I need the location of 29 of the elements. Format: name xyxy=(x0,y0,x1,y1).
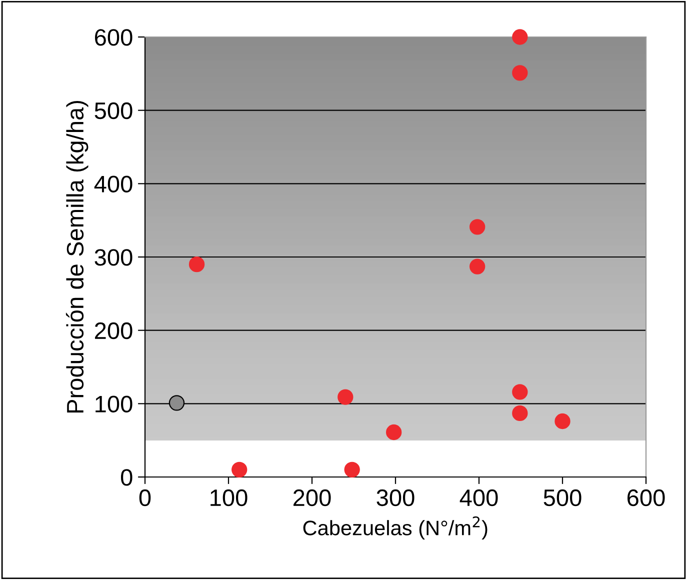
x-tick-label: 600 xyxy=(628,489,665,506)
x-tick-label: 400 xyxy=(460,489,498,506)
x-axis-title: Cabezuelas (N°/m$^{2}$) xyxy=(303,516,488,540)
x-tick-label: 500 xyxy=(544,489,582,506)
point xyxy=(168,395,185,411)
point xyxy=(554,413,570,430)
point xyxy=(386,424,402,440)
x-tick-label: 200 xyxy=(293,489,331,506)
point xyxy=(338,389,354,405)
point xyxy=(512,29,528,45)
y-tick-label: 400 xyxy=(94,176,132,192)
x-tick-label: 0 xyxy=(139,489,151,506)
x-tick-label: 100 xyxy=(210,489,248,506)
point xyxy=(512,384,528,400)
x-tick-label: 300 xyxy=(376,489,414,506)
point xyxy=(344,462,360,478)
y-tick-label: 600 xyxy=(95,29,132,46)
point xyxy=(469,219,486,235)
y-tick-label: 300 xyxy=(94,249,132,266)
point xyxy=(512,405,528,422)
point xyxy=(232,462,248,478)
y-tick-label: 200 xyxy=(94,322,132,340)
y-tick-label: 0 xyxy=(120,469,132,486)
point xyxy=(469,258,486,274)
y-tick-label: 500 xyxy=(94,102,132,120)
y-tick-label: 100 xyxy=(96,396,132,412)
point xyxy=(512,65,528,81)
y-axis-title: Producción de Semilla (kg/ha) xyxy=(66,100,88,413)
point xyxy=(188,256,205,272)
